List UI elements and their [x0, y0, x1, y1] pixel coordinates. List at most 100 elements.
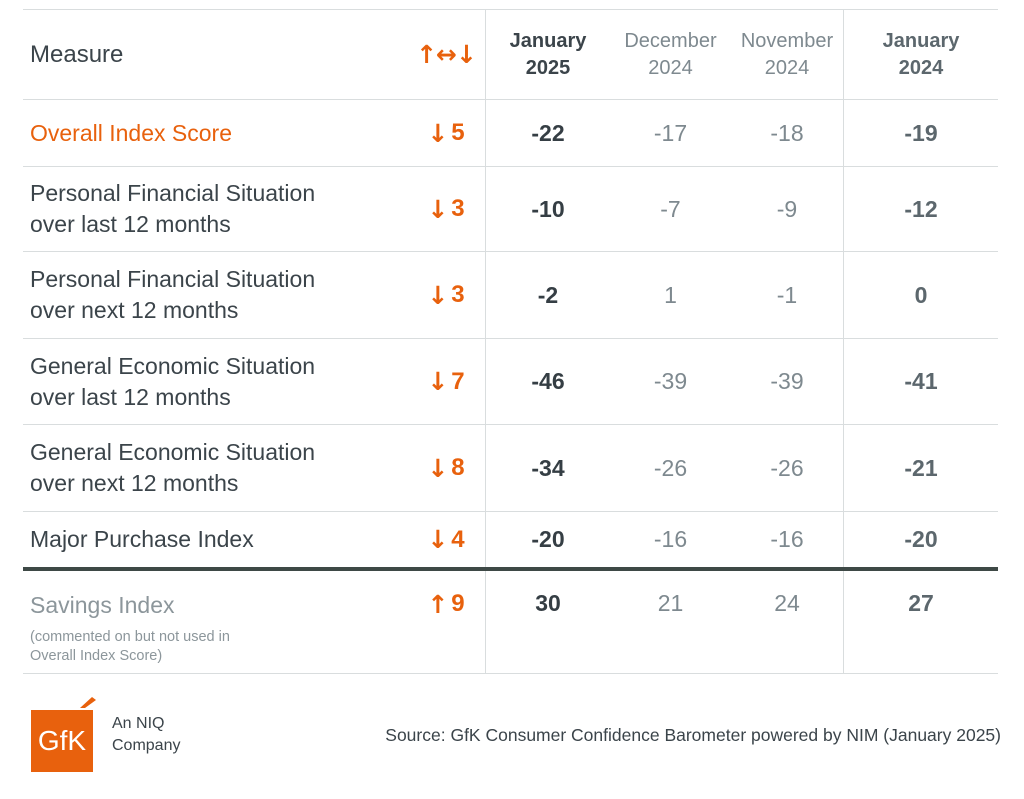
measure-cell: General Economic Situation over next 12 … — [23, 425, 407, 511]
gfk-logo: GfK — [31, 697, 96, 772]
month-column-header: December 2024 — [610, 10, 731, 99]
trend-delta: 9 — [451, 590, 465, 617]
change-header-cell: ↑↔↓ — [407, 10, 485, 99]
change-cell: ↓ 5 — [407, 100, 485, 166]
value-cell: 24 — [774, 590, 800, 616]
measure-label: Personal Financial Situation over last 1… — [30, 180, 316, 237]
down-arrow-icon: ↓ — [427, 118, 449, 148]
measure-cell: Overall Index Score — [23, 100, 407, 166]
svg-text:GfK: GfK — [38, 725, 87, 756]
niq-company-label: An NIQ Company — [112, 713, 180, 757]
value-cell: -39 — [653, 368, 688, 394]
trend-delta: 4 — [451, 525, 465, 553]
measure-label: Major Purchase Index — [30, 526, 254, 553]
value-cell: -18 — [770, 119, 804, 146]
trend-delta: 3 — [451, 281, 465, 308]
value-cell: -41 — [843, 339, 998, 424]
month-column-header: January 2025 — [485, 10, 610, 99]
table-row: Major Purchase Index ↓ 4 -20 -16 -16 -20 — [23, 512, 998, 571]
value-cell: -22 — [485, 100, 610, 166]
value-cell: -46 — [485, 339, 610, 424]
down-arrow-icon: ↓ — [427, 367, 449, 396]
measure-header-cell: Measure — [23, 10, 407, 99]
measure-label-wrap: General Economic Situation over next 12 … — [30, 437, 335, 498]
change-cell: ↑ 9 — [407, 571, 485, 673]
value-cell: -2 — [485, 252, 610, 338]
year-label: 2024 — [764, 56, 810, 79]
table-header-row: Measure ↑↔↓ January 2025 December 2024 N… — [23, 10, 998, 100]
footer: GfK An NIQ Company Source: GfK Consumer … — [31, 697, 1001, 773]
niq-line1: An NIQ — [112, 714, 165, 732]
year-label: 2024 — [898, 56, 944, 79]
measure-cell: Savings Index (commented on but not used… — [23, 571, 407, 673]
table-row: Personal Financial Situation over next 1… — [23, 252, 998, 339]
value-cell: -26 — [770, 454, 804, 481]
change-cell: ↓ 3 — [407, 167, 485, 251]
measure-label: Savings Index — [30, 592, 175, 618]
measure-label-wrap: General Economic Situation over last 12 … — [30, 351, 335, 412]
value-cell: -10 — [485, 167, 610, 251]
niq-line2: Company — [112, 737, 181, 754]
table-row: Personal Financial Situation over last 1… — [23, 167, 998, 252]
measure-label-wrap: Savings Index (commented on but not used… — [30, 590, 235, 667]
table-row: Savings Index (commented on but not used… — [23, 571, 998, 674]
month-label: January — [509, 30, 587, 53]
measure-label-wrap: Overall Index Score — [30, 118, 232, 149]
month-column-header: January 2024 — [843, 10, 998, 99]
value-cell: 1 — [664, 281, 677, 308]
table-row: General Economic Situation over last 12 … — [23, 339, 998, 425]
measure-cell: General Economic Situation over last 12 … — [23, 339, 407, 424]
value-cell: -34 — [485, 425, 610, 511]
value-cell: -26 — [653, 454, 688, 481]
change-cell: ↓ 4 — [407, 512, 485, 567]
measure-label: General Economic Situation over next 12 … — [30, 439, 316, 496]
month-label: January — [882, 30, 960, 53]
month-column-header: November 2024 — [731, 10, 843, 99]
month-label: November — [740, 30, 834, 53]
table-row: General Economic Situation over next 12 … — [23, 425, 998, 512]
source-caption: Source: GfK Consumer Confidence Baromete… — [385, 724, 1001, 745]
measure-header-label: Measure — [30, 40, 124, 68]
value-cell: -7 — [660, 195, 681, 222]
value-cell: 21 — [657, 590, 684, 616]
year-label: 2025 — [525, 56, 571, 79]
trend-delta: 8 — [451, 454, 465, 481]
trend-delta: 5 — [451, 119, 465, 146]
table-row: Overall Index Score ↓ 5 -22 -17 -18 -19 — [23, 100, 998, 167]
change-cell: ↓ 7 — [407, 339, 485, 424]
value-cell: -17 — [653, 119, 688, 146]
value-cell: 27 — [843, 571, 998, 673]
month-label: December — [624, 30, 717, 53]
value-cell: -20 — [843, 512, 998, 567]
down-arrow-icon: ↓ — [427, 280, 449, 310]
value-cell: 0 — [843, 252, 998, 338]
up-leftright-down-arrows-icon: ↑↔↓ — [416, 40, 477, 69]
down-arrow-icon: ↓ — [427, 194, 449, 224]
value-cell: -19 — [843, 100, 998, 166]
change-cell: ↓ 3 — [407, 252, 485, 338]
down-arrow-icon: ↓ — [427, 453, 449, 483]
value-cell: -9 — [776, 195, 798, 222]
value-cell: -39 — [770, 368, 804, 394]
value-cell: -1 — [776, 281, 798, 308]
measure-cell: Personal Financial Situation over next 1… — [23, 252, 407, 338]
measure-label: Personal Financial Situation over next 1… — [30, 266, 316, 323]
up-arrow-icon: ↑ — [427, 590, 449, 619]
trend-delta: 7 — [451, 367, 465, 395]
trend-delta: 3 — [451, 195, 465, 222]
measure-cell: Personal Financial Situation over last 1… — [23, 167, 407, 251]
value-cell: -12 — [843, 167, 998, 251]
measure-label-wrap: Major Purchase Index — [30, 524, 254, 555]
measure-note: (commented on but not used in Overall In… — [30, 628, 230, 665]
measure-label: General Economic Situation over last 12 … — [30, 352, 316, 410]
down-arrow-icon: ↓ — [427, 525, 449, 554]
measure-cell: Major Purchase Index — [23, 512, 407, 567]
measure-label: Overall Index Score — [30, 119, 232, 146]
value-cell: -16 — [770, 526, 804, 552]
value-cell: -16 — [653, 526, 688, 552]
value-cell: 30 — [485, 571, 610, 673]
value-cell: -20 — [485, 512, 610, 567]
change-cell: ↓ 8 — [407, 425, 485, 511]
measure-label-wrap: Personal Financial Situation over next 1… — [30, 264, 335, 325]
table-body: Overall Index Score ↓ 5 -22 -17 -18 -19 P… — [23, 100, 998, 674]
